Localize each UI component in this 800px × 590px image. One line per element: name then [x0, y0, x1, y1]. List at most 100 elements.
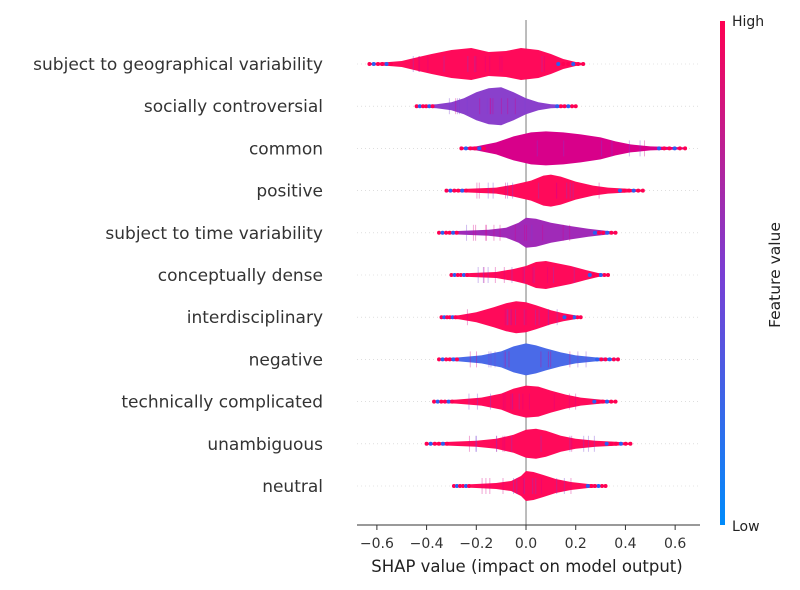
- tail-dot: [454, 230, 459, 235]
- tail-dot: [596, 399, 601, 404]
- tail-dot: [468, 146, 473, 151]
- tail-dot: [603, 484, 608, 488]
- tail-dot: [481, 146, 486, 151]
- tail-dot: [430, 104, 435, 109]
- tail-dot: [592, 230, 597, 235]
- tail-dot: [384, 62, 389, 66]
- tail-dot: [622, 188, 627, 193]
- tail-dot: [444, 357, 449, 362]
- tail-dot: [613, 230, 618, 235]
- tail-dot: [450, 315, 455, 320]
- tail-dot: [581, 62, 586, 66]
- tail-dot: [421, 104, 426, 109]
- feature-label: negative: [249, 350, 323, 370]
- tail-dot: [459, 146, 464, 151]
- tail-dot: [604, 441, 609, 446]
- feature-label: subject to geographical variability: [33, 55, 323, 75]
- violin-2: [461, 131, 686, 166]
- tail-dot: [603, 357, 608, 362]
- tail-dot: [464, 484, 469, 488]
- colorbar-title: Feature value: [766, 222, 784, 328]
- tail-dot: [435, 399, 440, 404]
- tail-dot: [589, 484, 594, 488]
- tail-dot: [457, 484, 462, 488]
- tail-dot: [461, 484, 466, 488]
- tail-dot: [440, 230, 445, 235]
- violin-3: [446, 174, 643, 207]
- tail-dot: [375, 62, 380, 66]
- tail-dot: [617, 188, 622, 193]
- tail-dot: [596, 484, 601, 488]
- tail-dot: [447, 357, 452, 362]
- tail-dot: [454, 484, 459, 488]
- tail-dot: [601, 230, 606, 235]
- x-tick-label: −0.4: [410, 536, 444, 552]
- tail-dot: [595, 273, 600, 277]
- tail-dot: [609, 399, 614, 404]
- tail-dot: [449, 273, 454, 277]
- violin-9: [426, 428, 631, 459]
- violin-8: [434, 385, 616, 418]
- tail-dot: [456, 188, 461, 193]
- tail-dot: [592, 484, 597, 488]
- violins: [367, 48, 688, 501]
- tail-dot: [576, 62, 581, 66]
- tail-dot: [444, 441, 449, 446]
- tail-dot: [453, 315, 458, 320]
- tail-dot: [424, 104, 429, 109]
- x-tick-label: 0.2: [565, 536, 587, 552]
- x-axis-label: SHAP value (impact on model output): [371, 557, 682, 576]
- tail-dot: [451, 357, 456, 362]
- tail-dot: [591, 273, 596, 277]
- tail-dot: [428, 441, 433, 446]
- tail-dot: [442, 315, 447, 320]
- violin-5: [451, 261, 608, 289]
- tail-dot: [465, 273, 470, 277]
- tail-dot: [573, 104, 578, 109]
- tail-dot: [640, 188, 645, 193]
- tail-dot: [464, 188, 469, 193]
- tail-dot: [427, 104, 432, 109]
- tail-dot: [452, 188, 457, 193]
- tail-dot: [448, 188, 453, 193]
- tail-dot: [445, 315, 450, 320]
- x-tick-label: 0.6: [664, 536, 686, 552]
- tail-dot: [450, 399, 455, 404]
- tail-dot: [444, 230, 449, 235]
- tail-dot: [667, 146, 672, 151]
- feature-label: interdisciplinary: [187, 308, 323, 328]
- feature-label: subject to time variability: [105, 224, 323, 244]
- tail-dot: [570, 104, 575, 109]
- colorbar-low-label: Low: [732, 519, 760, 535]
- tail-dot: [424, 441, 429, 446]
- tail-dot: [627, 188, 632, 193]
- tail-dot: [437, 357, 442, 362]
- tail-dot: [598, 273, 603, 277]
- tail-dot: [432, 441, 437, 446]
- tail-dot: [609, 230, 614, 235]
- tail-dot: [446, 399, 451, 404]
- violin-4: [439, 217, 616, 248]
- tail-dot: [618, 441, 623, 446]
- tail-dot: [380, 62, 385, 66]
- tail-dot: [656, 146, 661, 151]
- tail-dot: [578, 315, 583, 320]
- tail-dot: [607, 357, 612, 362]
- tail-dot: [388, 62, 393, 66]
- feature-labels: subject to geographical variability socia…: [33, 55, 323, 497]
- tail-dot: [566, 62, 571, 66]
- tail-dot: [556, 62, 561, 66]
- tail-dot: [555, 104, 560, 109]
- tail-dot: [636, 188, 641, 193]
- feature-label: conceptually dense: [158, 266, 323, 286]
- tail-dot: [597, 230, 602, 235]
- tail-dot: [602, 273, 607, 277]
- tail-dot: [439, 399, 444, 404]
- violin-6: [441, 301, 581, 334]
- tail-dot: [454, 357, 459, 362]
- tail-dot: [571, 62, 576, 66]
- x-tick-label: 0.4: [614, 536, 636, 552]
- x-tick-label: −0.6: [360, 536, 394, 552]
- tail-dot: [562, 315, 567, 320]
